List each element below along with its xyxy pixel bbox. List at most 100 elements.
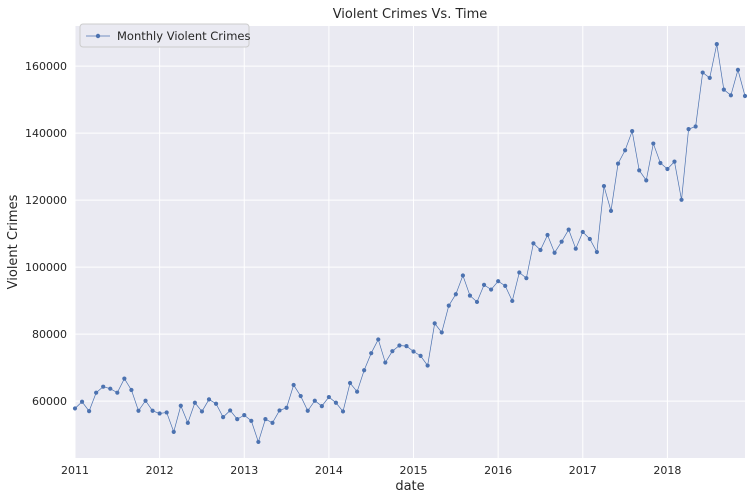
data-point — [503, 283, 508, 288]
data-point — [228, 408, 233, 413]
data-point — [157, 411, 162, 416]
data-point — [432, 321, 437, 326]
data-point — [150, 408, 155, 413]
data-point — [206, 397, 212, 402]
data-point — [171, 429, 176, 434]
x-tick-label: 2011 — [61, 464, 89, 477]
data-point — [270, 420, 275, 425]
data-point — [538, 247, 543, 253]
legend-marker-swatch — [95, 33, 101, 39]
series-layer — [72, 41, 748, 445]
data-point — [552, 250, 557, 255]
y-axis-label: Violent Crimes — [6, 194, 21, 289]
data-point — [587, 236, 592, 242]
data-point — [277, 408, 282, 413]
data-point — [439, 330, 444, 335]
data-point — [390, 349, 395, 354]
data-point — [242, 413, 247, 418]
legend-box — [79, 23, 250, 48]
data-point — [136, 408, 141, 413]
data-point — [411, 349, 416, 354]
data-point — [192, 400, 197, 405]
data-point — [467, 293, 473, 298]
data-point — [164, 410, 169, 415]
data-point — [221, 415, 226, 420]
x-tick-labels: 2011 2012 2013 2014 2015 2016 2017 2018 — [61, 464, 681, 477]
data-point — [481, 282, 487, 287]
series-line — [74, 44, 746, 444]
data-point — [122, 376, 127, 381]
data-point — [249, 418, 254, 423]
data-point — [672, 159, 677, 164]
x-tick-label: 2014 — [315, 464, 343, 477]
data-point — [573, 246, 578, 251]
data-point — [383, 360, 388, 365]
data-point — [580, 229, 585, 235]
data-point — [333, 400, 339, 405]
data-point — [326, 394, 331, 400]
x-tick-label: 2018 — [653, 464, 681, 477]
data-point — [143, 398, 148, 403]
data-point — [608, 208, 614, 213]
x-axis-label: date — [395, 479, 424, 494]
grid-lines — [74, 26, 745, 458]
y-tick-labels: 60000 80000 100000 120000 140000 160000 — [25, 60, 67, 408]
data-point — [305, 408, 310, 413]
data-point — [101, 384, 106, 389]
data-point — [453, 292, 458, 297]
data-point — [355, 389, 360, 394]
data-point — [235, 417, 240, 422]
data-point — [446, 303, 451, 308]
y-tick-label: 100000 — [25, 261, 67, 274]
data-point — [658, 160, 663, 166]
data-point — [566, 227, 571, 232]
data-point — [679, 197, 684, 202]
y-tick-label: 120000 — [25, 194, 67, 207]
data-point — [178, 403, 183, 408]
data-point — [129, 387, 134, 393]
data-point — [284, 405, 289, 410]
data-point — [644, 178, 649, 183]
data-point — [425, 363, 430, 368]
data-point — [700, 70, 705, 75]
data-point — [312, 398, 317, 403]
data-point — [707, 75, 712, 81]
data-point — [418, 353, 423, 358]
y-tick-label: 160000 — [25, 60, 67, 73]
legend: Monthly Violent Crimes — [79, 23, 251, 48]
data-point — [630, 129, 635, 134]
data-point — [714, 41, 719, 47]
data-point — [362, 368, 367, 373]
data-point — [347, 380, 353, 386]
data-point — [651, 141, 656, 146]
data-point — [686, 127, 691, 132]
data-point — [601, 183, 607, 189]
data-point — [524, 276, 529, 281]
data-point — [665, 166, 670, 172]
x-tick-label: 2016 — [484, 464, 512, 477]
data-point — [735, 67, 741, 72]
data-point — [742, 93, 748, 99]
data-point — [72, 406, 78, 411]
data-point — [87, 409, 92, 414]
data-point — [79, 399, 85, 404]
data-point — [510, 298, 515, 304]
data-point — [94, 390, 99, 395]
data-point — [474, 299, 480, 305]
data-point — [404, 344, 409, 349]
x-tick-label: 2017 — [569, 464, 597, 477]
data-point — [693, 124, 698, 129]
data-point — [728, 93, 733, 98]
data-point — [397, 343, 402, 348]
data-point — [115, 390, 120, 395]
data-point — [199, 409, 205, 414]
data-point — [637, 168, 642, 173]
y-tick-label: 140000 — [25, 127, 67, 140]
data-point — [263, 417, 268, 422]
data-point — [460, 273, 465, 278]
data-point — [721, 87, 726, 92]
data-point — [623, 148, 628, 153]
data-point — [369, 351, 374, 356]
data-point — [496, 279, 501, 284]
